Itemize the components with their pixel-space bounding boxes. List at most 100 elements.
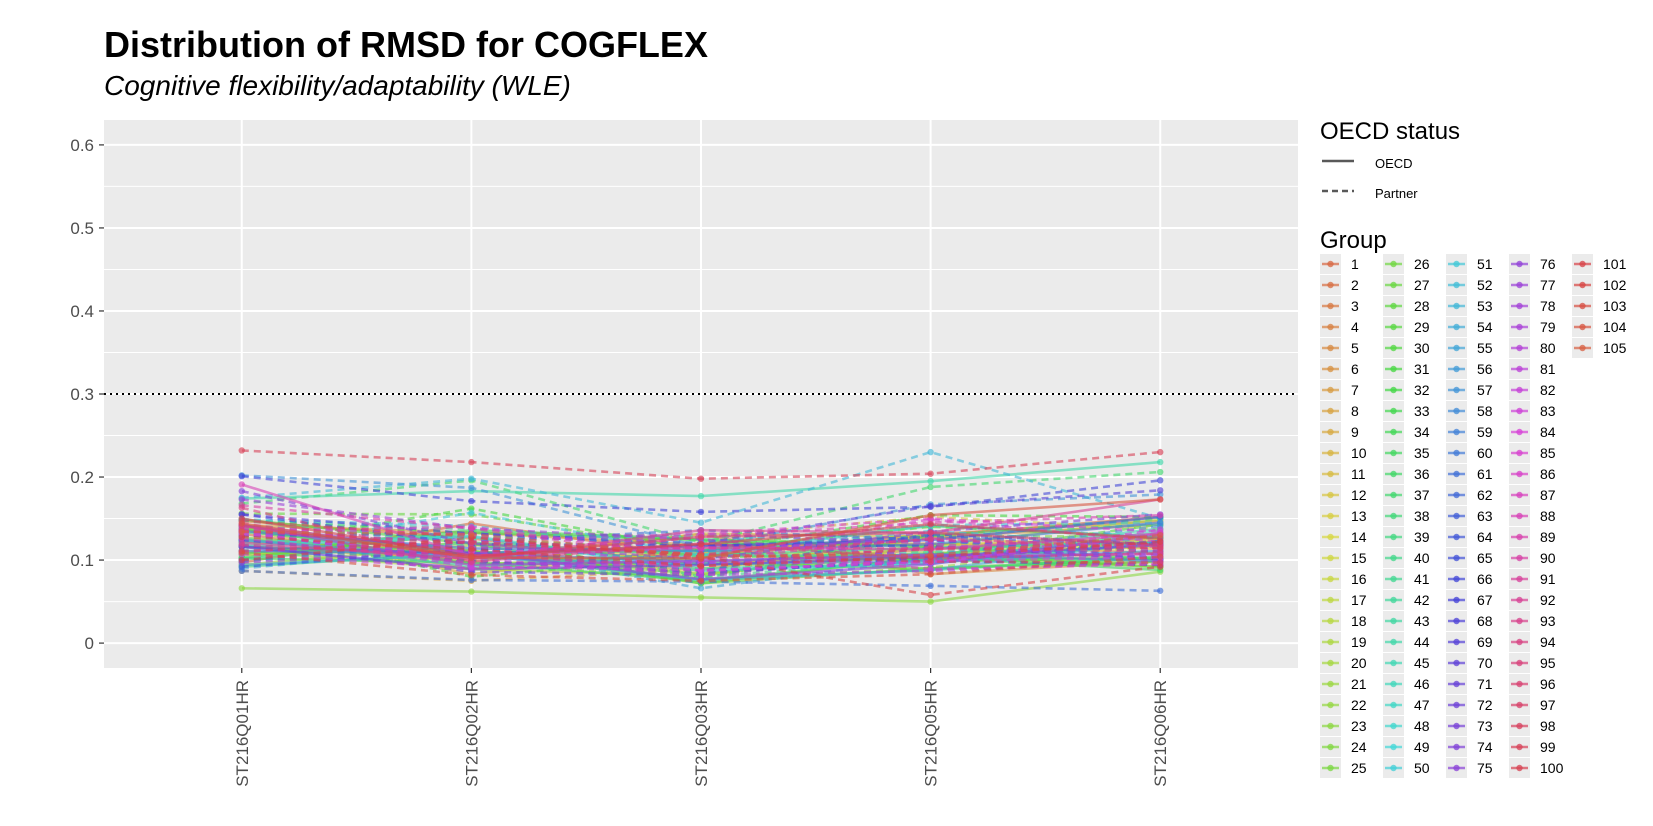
- legend-group-key: [1446, 737, 1467, 757]
- legend-group-item: 10: [1320, 443, 1382, 463]
- legend-group-label: 67: [1477, 592, 1493, 608]
- legend-group-item: 49: [1383, 737, 1445, 757]
- legend-group-key: [1320, 737, 1341, 757]
- legend-group-key: [1446, 506, 1467, 526]
- legend-group-swatch: [1385, 575, 1402, 583]
- legend-group-swatch: [1511, 470, 1528, 478]
- legend-group-item: 22: [1320, 695, 1382, 715]
- legend-group-label: 47: [1414, 697, 1430, 713]
- legend-group-label: 55: [1477, 340, 1493, 356]
- legend-group-key: [1320, 506, 1341, 526]
- legend-group-key: [1320, 338, 1341, 358]
- legend-group-label: 97: [1540, 697, 1556, 713]
- legend-group-item: 16: [1320, 569, 1382, 589]
- legend-group-swatch: [1511, 323, 1528, 331]
- legend-group-key: [1509, 758, 1530, 778]
- legend-group-label: 22: [1351, 697, 1367, 713]
- y-tick-label: 0.6: [70, 136, 94, 155]
- legend-group-swatch: [1322, 302, 1339, 310]
- data-point-89: [1157, 512, 1164, 519]
- legend-group-label: 13: [1351, 508, 1367, 524]
- legend-group-swatch: [1448, 281, 1465, 289]
- legend-group-item: 15: [1320, 548, 1382, 568]
- legend-group-swatch: [1448, 302, 1465, 310]
- legend-group-item: 32: [1383, 380, 1445, 400]
- legend-group-label: 52: [1477, 277, 1493, 293]
- legend-group-key: [1446, 716, 1467, 736]
- legend-group-key: [1509, 275, 1530, 295]
- legend-group-label: 4: [1351, 319, 1359, 335]
- legend-group-swatch: [1385, 743, 1402, 751]
- legend-group-key: [1383, 485, 1404, 505]
- legend-group-key: [1572, 338, 1593, 358]
- legend-group-key: [1320, 443, 1341, 463]
- legend-group-label: 70: [1477, 655, 1493, 671]
- legend-group-item: 40: [1383, 548, 1445, 568]
- legend-group-item: 35: [1383, 443, 1445, 463]
- legend-group-label: 105: [1603, 340, 1627, 356]
- legend-group-item: 13: [1320, 506, 1382, 526]
- legend-group-swatch: [1385, 449, 1402, 457]
- legend-group-label: 15: [1351, 550, 1367, 566]
- legend-group-swatch: [1322, 659, 1339, 667]
- legend-group-key: [1320, 716, 1341, 736]
- legend-group-swatch: [1511, 764, 1528, 772]
- legend-group-swatch: [1385, 596, 1402, 604]
- legend-group-item: 97: [1509, 695, 1571, 715]
- legend-group-item: 59: [1446, 422, 1508, 442]
- legend-group-key: [1509, 485, 1530, 505]
- data-point-69: [1157, 487, 1164, 494]
- legend-group-key: [1320, 548, 1341, 568]
- legend-group-item: 18: [1320, 611, 1382, 631]
- legend-group-key: [1509, 506, 1530, 526]
- y-tick-label: 0.4: [70, 302, 94, 321]
- legend-group-key: [1383, 653, 1404, 673]
- legend-group-item: 58: [1446, 401, 1508, 421]
- legend-group-item: 64: [1446, 527, 1508, 547]
- legend-group-swatch: [1448, 470, 1465, 478]
- legend-group-item: 101: [1572, 254, 1634, 274]
- data-point-83: [468, 565, 475, 572]
- legend-group-item: 53: [1446, 296, 1508, 316]
- legend-group-item: 30: [1383, 338, 1445, 358]
- legend-group-swatch: [1322, 260, 1339, 268]
- legend-group-key: [1509, 737, 1530, 757]
- legend-group-label: 23: [1351, 718, 1367, 734]
- y-tick-label: 0.3: [70, 385, 94, 404]
- legend-group-key: [1383, 590, 1404, 610]
- legend-group-item: 66: [1446, 569, 1508, 589]
- legend-group-key: [1383, 443, 1404, 463]
- legend-group-label: 16: [1351, 571, 1367, 587]
- legend-group-swatch: [1574, 302, 1591, 310]
- legend-group-item: 60: [1446, 443, 1508, 463]
- legend-group-swatch: [1511, 302, 1528, 310]
- legend-group-item: 31: [1383, 359, 1445, 379]
- legend-group-item: 39: [1383, 527, 1445, 547]
- legend-group-swatch: [1448, 638, 1465, 646]
- legend-group-item: 70: [1446, 653, 1508, 673]
- legend-group-item: 98: [1509, 716, 1571, 736]
- legend-group-item: 29: [1383, 317, 1445, 337]
- legend-group-label: 82: [1540, 382, 1556, 398]
- data-point-97: [1157, 544, 1164, 551]
- legend-group-label: 104: [1603, 319, 1627, 335]
- legend-group-key: [1320, 422, 1341, 442]
- legend-group-key: [1320, 254, 1341, 274]
- legend-group-label: 91: [1540, 571, 1556, 587]
- legend-group-key: [1509, 695, 1530, 715]
- legend-group-key: [1509, 632, 1530, 652]
- legend-group-swatch: [1448, 554, 1465, 562]
- data-point-96: [927, 529, 934, 536]
- legend-group-label: 31: [1414, 361, 1430, 377]
- legend-group-key: [1383, 464, 1404, 484]
- legend-group-item: 52: [1446, 275, 1508, 295]
- legend-group-label: 3: [1351, 298, 1359, 314]
- legend-group-key: [1509, 653, 1530, 673]
- data-point-100: [238, 515, 245, 522]
- legend-group-key: [1509, 527, 1530, 547]
- legend-group-label: 24: [1351, 739, 1367, 755]
- x-tick-label: ST216Q02HR: [462, 680, 481, 787]
- data-point-66: [238, 473, 245, 480]
- legend-group-swatch: [1385, 659, 1402, 667]
- legend-group-label: 25: [1351, 760, 1367, 776]
